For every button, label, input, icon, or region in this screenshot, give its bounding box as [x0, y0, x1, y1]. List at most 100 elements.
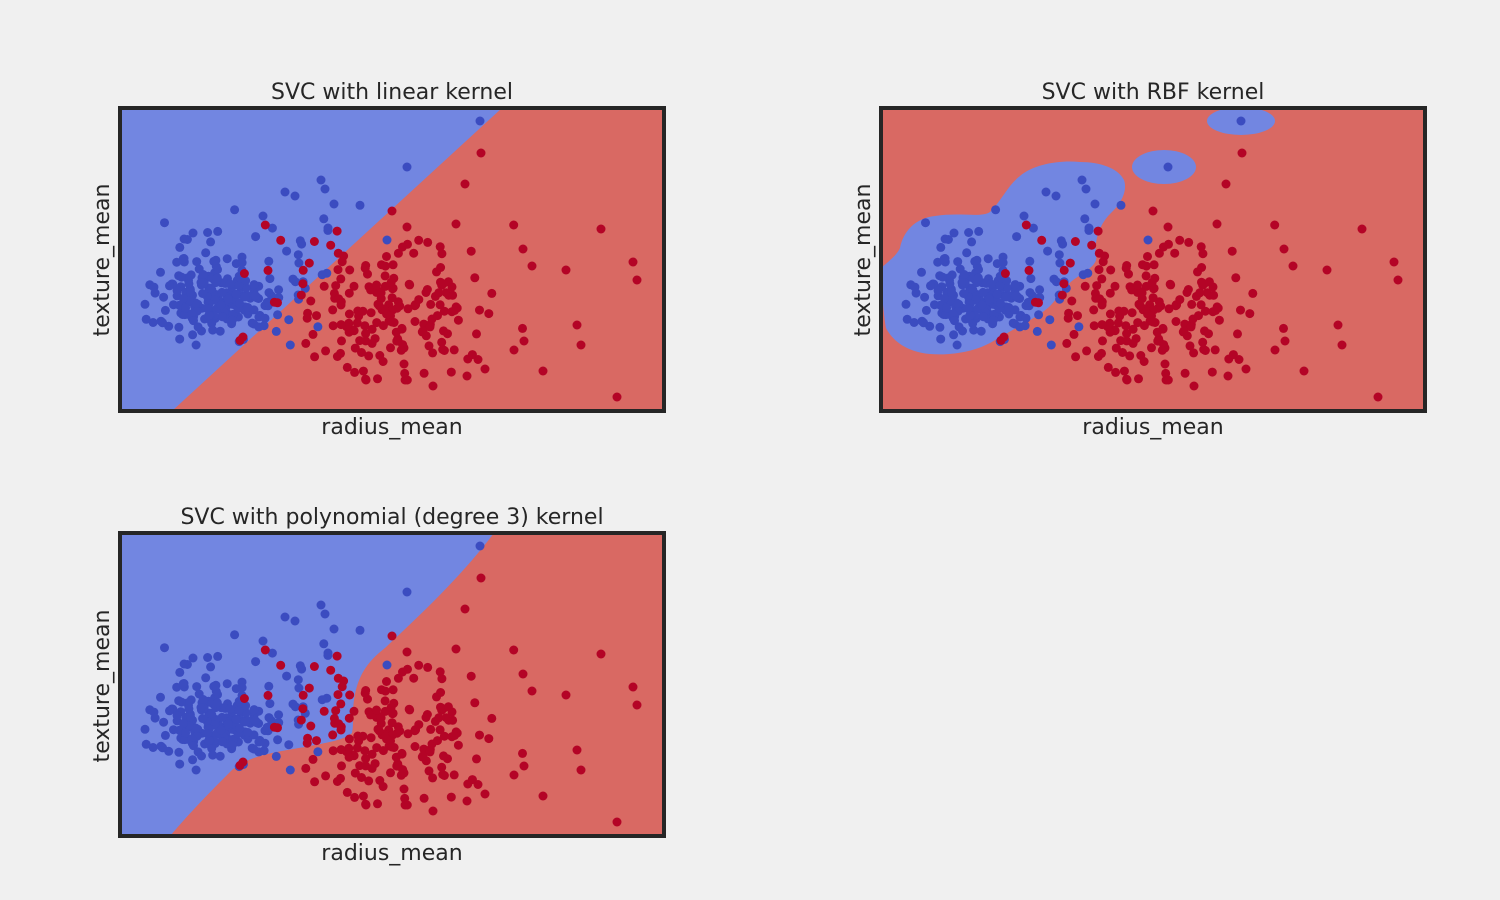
- point-class-1: [1100, 251, 1110, 261]
- point-class-0: [225, 704, 235, 714]
- point-class-1: [414, 295, 424, 305]
- point-class-1: [527, 261, 537, 271]
- point-class-1: [1059, 265, 1069, 275]
- point-class-0: [282, 246, 292, 256]
- point-class-1: [334, 719, 344, 729]
- point-class-0: [1015, 322, 1025, 332]
- point-class-1: [380, 696, 390, 706]
- point-class-0: [1051, 277, 1061, 287]
- point-class-1: [428, 381, 438, 391]
- point-class-0: [290, 616, 300, 626]
- point-class-1: [1279, 323, 1288, 333]
- point-class-0: [208, 325, 218, 335]
- point-class-1: [1322, 265, 1332, 275]
- point-class-1: [326, 240, 336, 250]
- point-class-0: [243, 728, 253, 737]
- point-class-1: [448, 290, 458, 300]
- point-class-1: [364, 351, 374, 361]
- point-class-1: [328, 305, 338, 315]
- point-class-0: [180, 310, 190, 320]
- point-class-1: [409, 248, 419, 258]
- point-class-1: [404, 279, 414, 289]
- point-class-1: [353, 731, 363, 741]
- point-class-1: [332, 777, 342, 786]
- point-class-1: [1210, 345, 1220, 355]
- point-class-1: [1207, 367, 1217, 377]
- point-class-0: [215, 751, 225, 761]
- point-class-1: [425, 322, 435, 332]
- point-class-1: [269, 722, 279, 732]
- point-class-0: [231, 289, 241, 299]
- point-class-1: [437, 249, 447, 259]
- point-class-1: [576, 340, 586, 350]
- point-class-1: [1197, 263, 1207, 272]
- point-class-0: [1058, 239, 1068, 249]
- point-class-0: [187, 734, 197, 744]
- point-class-1: [296, 715, 306, 725]
- point-class-0: [178, 254, 188, 264]
- point-class-0: [921, 218, 930, 228]
- point-class-0: [958, 326, 967, 336]
- point-class-1: [350, 343, 360, 353]
- point-class-1: [344, 752, 354, 762]
- point-class-1: [1147, 343, 1156, 353]
- point-class-1: [1097, 320, 1107, 330]
- point-class-1: [298, 279, 308, 289]
- point-class-0: [249, 280, 259, 290]
- point-class-1: [1357, 224, 1367, 234]
- point-class-1: [470, 273, 480, 283]
- point-class-1: [301, 763, 311, 773]
- point-class-0: [181, 303, 191, 313]
- point-class-1: [436, 263, 446, 272]
- point-class-0: [234, 706, 244, 716]
- point-class-1: [387, 631, 397, 641]
- point-class-0: [945, 279, 955, 289]
- point-class-0: [1012, 232, 1022, 242]
- point-class-1: [1062, 338, 1072, 348]
- point-class-0: [936, 242, 946, 252]
- point-class-0: [177, 697, 186, 707]
- point-class-0: [198, 289, 208, 298]
- point-class-0: [919, 318, 929, 328]
- point-class-1: [438, 345, 448, 354]
- point-class-1: [372, 318, 382, 328]
- point-class-0: [1032, 326, 1042, 336]
- point-class-1: [437, 762, 447, 772]
- point-class-1: [1089, 321, 1099, 331]
- point-class-1: [1194, 311, 1203, 321]
- point-class-1: [1157, 345, 1167, 355]
- point-class-1: [1148, 206, 1158, 216]
- point-class-0: [156, 692, 165, 702]
- point-class-0: [1001, 292, 1011, 302]
- point-class-1: [1092, 281, 1102, 291]
- point-class-1: [439, 751, 448, 761]
- point-class-1: [1094, 265, 1104, 275]
- point-class-0: [992, 289, 1002, 299]
- axes-frame-poly: [118, 531, 666, 838]
- point-class-1: [367, 749, 377, 759]
- point-class-0: [175, 759, 185, 769]
- point-class-0: [241, 701, 251, 711]
- point-class-1: [1095, 294, 1105, 304]
- point-class-0: [355, 625, 365, 635]
- point-class-1: [1128, 324, 1138, 334]
- point-class-0: [181, 728, 191, 738]
- point-class-1: [1248, 288, 1258, 298]
- point-class-1: [1160, 359, 1170, 369]
- point-class-0: [271, 751, 281, 761]
- point-class-1: [388, 685, 398, 695]
- point-class-1: [1153, 336, 1163, 346]
- point-class-0: [215, 326, 225, 336]
- point-class-0: [1043, 246, 1053, 256]
- point-class-1: [451, 219, 461, 229]
- point-class-0: [974, 226, 984, 236]
- point-class-0: [902, 314, 912, 324]
- point-class-1: [435, 242, 445, 252]
- point-class-1: [428, 773, 438, 783]
- point-class-1: [349, 281, 359, 291]
- point-class-0: [217, 287, 227, 297]
- point-class-1: [434, 288, 444, 298]
- point-class-1: [462, 796, 472, 806]
- point-class-1: [382, 677, 391, 686]
